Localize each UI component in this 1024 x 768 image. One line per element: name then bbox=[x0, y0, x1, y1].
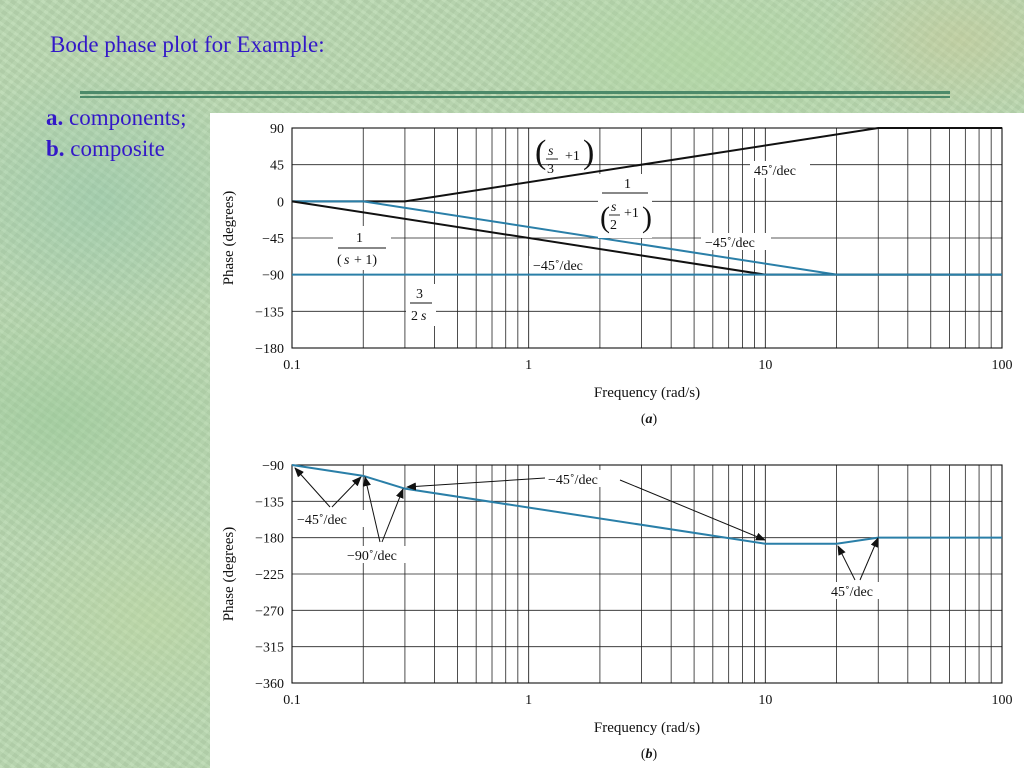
item-a: a. components; bbox=[46, 102, 187, 133]
item-a-text: components; bbox=[63, 105, 187, 130]
item-a-letter: a. bbox=[46, 105, 64, 130]
annotation-slope: −45˚/dec bbox=[533, 259, 583, 274]
annotation-slope: −90˚/dec bbox=[347, 549, 397, 564]
annotation-backdrop bbox=[294, 510, 364, 527]
x-tick-label: 100 bbox=[992, 358, 1013, 373]
y-tick-label: −135 bbox=[255, 495, 284, 510]
plot-frame bbox=[291, 464, 1003, 684]
paren-open: ( bbox=[535, 134, 546, 171]
math-3: 3 bbox=[547, 162, 554, 177]
annotation-arrow bbox=[859, 537, 879, 581]
y-tick-label: −225 bbox=[255, 568, 284, 583]
y-tick-label: −180 bbox=[255, 532, 284, 547]
annotation-arrow bbox=[406, 477, 546, 491]
series-line-1 bbox=[291, 464, 1002, 545]
annotation-backdrop bbox=[828, 582, 886, 599]
title-rule bbox=[80, 91, 950, 94]
annotation-backdrop bbox=[545, 470, 617, 487]
x-tick-label: 10 bbox=[758, 693, 772, 708]
math-s: s bbox=[421, 309, 427, 324]
y-tick-label: −315 bbox=[255, 641, 284, 656]
paren-open: ( bbox=[337, 253, 342, 268]
annotation-backdrop bbox=[750, 161, 810, 178]
item-b: b. composite bbox=[46, 133, 187, 164]
paren-close: ) bbox=[642, 201, 652, 234]
math-plus-one: +1 bbox=[624, 206, 639, 221]
y-tick-label: 45 bbox=[270, 159, 284, 174]
annotation-slope: −45˚/dec bbox=[297, 513, 347, 528]
math-2: 2 bbox=[610, 218, 617, 233]
annotation-slope: 45˚/dec bbox=[754, 164, 796, 179]
x-tick-label: 1 bbox=[525, 358, 532, 373]
y-tick-label: −180 bbox=[255, 342, 284, 357]
x-tick-label: 0.1 bbox=[283, 358, 301, 373]
chart-caption: (a) bbox=[641, 412, 658, 427]
annotation-slope: 45˚/dec bbox=[831, 585, 873, 600]
x-axis-title: Frequency (rad/s) bbox=[594, 720, 700, 736]
annotation-arrow bbox=[837, 545, 856, 581]
y-tick-label: −90 bbox=[262, 269, 284, 284]
annotation-arrow bbox=[331, 476, 362, 508]
y-tick-label: 0 bbox=[277, 195, 284, 210]
y-axis-title: Phase (degrees) bbox=[221, 191, 237, 286]
math-s: s bbox=[344, 253, 350, 268]
slide-title: Bode phase plot for Example: bbox=[50, 32, 325, 57]
annotation-arrow bbox=[294, 467, 331, 508]
label-backdrop bbox=[406, 284, 436, 326]
annotation-arrow bbox=[381, 488, 404, 543]
y-tick-label: −360 bbox=[255, 677, 284, 692]
item-b-text: composite bbox=[64, 136, 165, 161]
math-3: 3 bbox=[416, 287, 423, 302]
x-tick-label: 100 bbox=[992, 693, 1013, 708]
plot-frame bbox=[291, 127, 1003, 349]
y-tick-label: −90 bbox=[262, 459, 284, 474]
paren-close: ) bbox=[583, 134, 594, 171]
math-s: s bbox=[611, 200, 617, 215]
paren-open: ( bbox=[600, 201, 610, 234]
y-axis-title: Phase (degrees) bbox=[221, 527, 237, 622]
math-1: 1 bbox=[624, 177, 631, 192]
y-tick-label: −270 bbox=[255, 604, 284, 619]
y-tick-label: −135 bbox=[255, 305, 284, 320]
annotation-slope: −45˚/dec bbox=[548, 473, 598, 488]
math-labels: (s3+1)1(s2+1)1(s + 1)32 s bbox=[333, 134, 652, 326]
chart-caption: (b) bbox=[641, 747, 658, 762]
y-tick-label: 90 bbox=[270, 122, 284, 137]
math-1: 1 bbox=[356, 231, 363, 246]
annotation-slope: −45˚/dec bbox=[705, 236, 755, 251]
math-s: s bbox=[548, 144, 554, 159]
annotation-backdrop bbox=[344, 546, 414, 563]
x-tick-label: 1 bbox=[525, 693, 532, 708]
y-tick-label: −45 bbox=[262, 232, 284, 247]
x-tick-label: 10 bbox=[758, 358, 772, 373]
math-plus-one: + 1) bbox=[354, 253, 377, 268]
x-axis-title: Frequency (rad/s) bbox=[594, 385, 700, 401]
annotation-backdrop bbox=[529, 256, 599, 273]
x-tick-label: 0.1 bbox=[283, 693, 301, 708]
slide-item-list: a. components; b. composite bbox=[46, 102, 187, 164]
annotation-arrow bbox=[619, 479, 766, 541]
label-backdrop bbox=[598, 174, 652, 238]
annotation-arrow bbox=[363, 476, 381, 543]
math-plus-one: +1 bbox=[565, 149, 580, 164]
title-rule-thin bbox=[80, 96, 950, 98]
item-b-letter: b. bbox=[46, 136, 65, 161]
math-2: 2 bbox=[411, 309, 418, 324]
annotation-backdrop bbox=[701, 233, 771, 250]
